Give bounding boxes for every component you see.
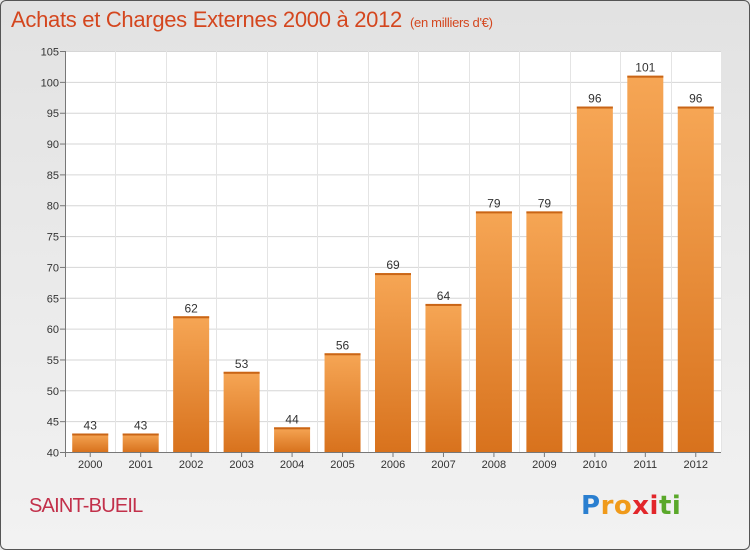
x-tick-label-2010: 2010 (583, 459, 607, 471)
bar-2001 (122, 433, 159, 452)
bar-top-2001 (122, 433, 159, 436)
value-label-2008: 79 (487, 196, 501, 210)
value-label-2003: 53 (235, 357, 249, 371)
x-tick-label-2012: 2012 (684, 459, 708, 471)
bar-top-2004 (274, 427, 311, 430)
bar-top-2012 (677, 106, 714, 109)
bar-2004 (274, 427, 311, 452)
y-tick-label: 55 (47, 355, 59, 367)
bar-top-2006 (375, 273, 411, 276)
bar-top-2008 (475, 211, 512, 214)
bar-top-2000 (72, 433, 109, 436)
bar-2002 (173, 316, 210, 452)
bar-2012 (677, 106, 714, 453)
bar-top-2011 (627, 75, 664, 78)
bar-top-2010 (576, 106, 613, 109)
x-tick-label-2009: 2009 (532, 459, 556, 471)
value-label-2012: 96 (689, 92, 703, 106)
x-tick-label-2007: 2007 (431, 459, 455, 471)
chart-title: Achats et Charges Externes 2000 à 2012 (e… (11, 7, 493, 33)
bar-2008 (475, 211, 512, 452)
axes (60, 51, 721, 457)
value-label-2001: 43 (134, 418, 148, 432)
proxiti-logo[interactable]: Proxiti (581, 491, 681, 521)
y-tick-label: 85 (47, 170, 59, 182)
x-tick-label-2011: 2011 (633, 459, 657, 471)
value-label-2007: 64 (437, 289, 451, 303)
bar-2010 (576, 106, 613, 453)
bar-top-2009 (526, 211, 563, 214)
y-tick-label: 75 (47, 232, 59, 244)
commune-name: SAINT-BUEIL (29, 495, 143, 517)
bar-2000 (72, 433, 109, 452)
value-label-2006: 69 (386, 258, 400, 272)
logo-letter: i (649, 491, 659, 521)
y-tick-label: 95 (47, 108, 59, 120)
bar-2011 (627, 75, 664, 452)
logo-letter: P (581, 491, 601, 521)
bar-top-2007 (425, 303, 462, 306)
y-tick-label: 60 (47, 324, 59, 336)
logo-letter: o (613, 491, 633, 521)
y-tick-label: 50 (47, 386, 59, 398)
y-tick-label: 80 (47, 201, 59, 213)
value-label-2009: 79 (538, 196, 552, 210)
y-tick-label: 105 (41, 47, 59, 59)
x-tick-label-2002: 2002 (179, 459, 203, 471)
logo-letter: t (658, 491, 672, 521)
y-tick-label: 100 (41, 77, 59, 89)
labels: 40 45 50 55 60 65 70 75 80 85 90 95 100 105 43 2000 43 20… (41, 47, 708, 472)
title-text: Achats et Charges Externes 2000 à 2012 (11, 7, 402, 32)
logo-letter: x (632, 491, 650, 521)
bar-top-2002 (173, 316, 210, 319)
y-tick-label: 65 (47, 293, 59, 305)
x-tick-label-2004: 2004 (280, 459, 304, 471)
x-tick-label-2006: 2006 (381, 459, 405, 471)
x-tick-label-2005: 2005 (330, 459, 354, 471)
bar-2006 (375, 273, 411, 452)
logo-letter: r (600, 491, 614, 521)
bar-2003 (223, 371, 260, 452)
y-tick-label: 70 (47, 262, 59, 274)
value-label-2005: 56 (336, 338, 350, 352)
value-label-2011: 101 (635, 61, 655, 75)
x-tick-label-2008: 2008 (482, 459, 506, 471)
value-label-2004: 44 (285, 412, 299, 426)
y-tick-label: 90 (47, 139, 59, 151)
bar-2007 (425, 303, 462, 452)
bar-2005 (324, 353, 361, 452)
bar-2009 (526, 211, 563, 452)
bars (72, 75, 714, 453)
value-label-2002: 62 (184, 301, 198, 315)
value-label-2010: 96 (588, 92, 602, 106)
x-tick-label-2001: 2001 (128, 459, 152, 471)
y-tick-label: 40 (47, 448, 59, 460)
bar-top-2005 (324, 353, 361, 356)
x-tick-label-2003: 2003 (229, 459, 253, 471)
y-tick-label: 45 (47, 417, 59, 429)
bar-top-2003 (223, 371, 260, 374)
title-unit: (en milliers d'€) (409, 15, 493, 30)
x-tick-label-2000: 2000 (78, 459, 102, 471)
value-label-2000: 43 (84, 418, 98, 432)
logo-letter: i (671, 491, 682, 521)
